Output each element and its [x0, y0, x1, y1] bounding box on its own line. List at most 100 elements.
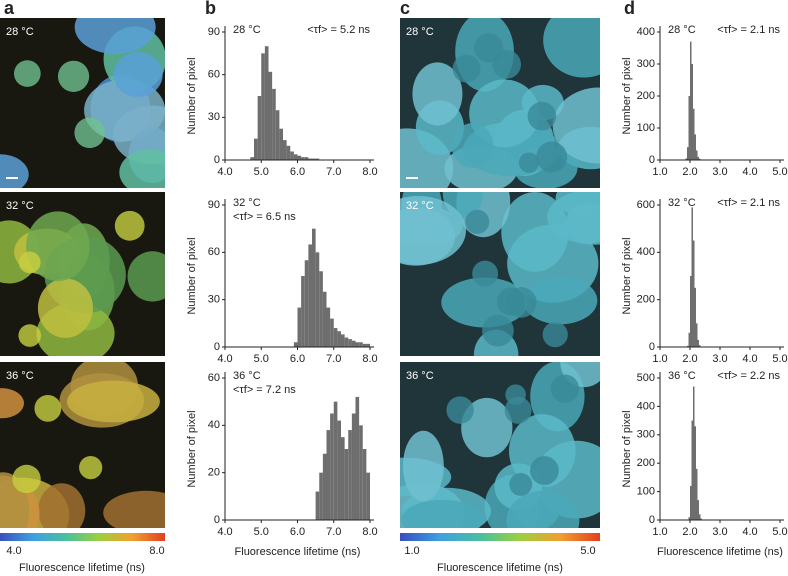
bar	[699, 514, 701, 520]
nucleus	[34, 394, 62, 422]
bar	[687, 345, 689, 347]
y-axis-label: Number of pixel	[186, 57, 198, 134]
y-tick-label: 400	[637, 246, 655, 258]
x-tick-label: 5.0	[254, 526, 269, 538]
bar	[315, 158, 320, 160]
bar	[696, 323, 698, 347]
bar	[293, 342, 298, 347]
y-tick-label: 0	[214, 154, 220, 166]
x-tick-label: 4.0	[742, 353, 757, 365]
nucleus	[74, 117, 105, 149]
micrograph	[0, 192, 165, 356]
cell	[506, 490, 580, 528]
y-tick-label: 200	[637, 90, 655, 102]
annotation: <τf> = 2.2 ns	[717, 370, 780, 382]
nucleus	[472, 260, 499, 287]
micrograph	[400, 362, 600, 528]
bar	[279, 128, 283, 160]
cell	[127, 251, 165, 302]
annotation: <τf> = 6.5 ns	[233, 211, 296, 223]
y-tick-label: 100	[637, 486, 655, 498]
y-tick-label: 60	[208, 246, 220, 258]
image-label: 28 °C	[6, 26, 34, 38]
bar	[319, 472, 323, 520]
panel-label: c	[400, 0, 410, 18]
bar	[264, 46, 269, 160]
panel-label: b	[205, 0, 216, 18]
bar	[304, 157, 309, 160]
nucleus	[505, 287, 537, 318]
chart-title: 36 °C	[233, 370, 261, 382]
colorbar-tick-label: 1.0	[404, 545, 419, 557]
annotation: <τf> = 2.1 ns	[717, 197, 780, 209]
x-tick-label: 4.0	[217, 526, 232, 538]
nucleus	[542, 321, 568, 348]
chart-title: 28 °C	[233, 24, 261, 36]
bar	[694, 134, 696, 160]
bar	[272, 88, 276, 160]
x-tick-label: 5.0	[772, 353, 787, 365]
y-tick-label: 400	[637, 26, 655, 38]
bar	[275, 110, 280, 160]
x-tick-label: 3.0	[712, 353, 727, 365]
bar	[697, 339, 699, 347]
bar	[699, 345, 701, 347]
chart-title: 32 °C	[668, 197, 696, 209]
cell	[401, 499, 484, 528]
bar	[366, 343, 370, 347]
nucleus	[452, 54, 481, 83]
cell	[451, 123, 494, 169]
nucleus	[13, 60, 41, 87]
bar	[333, 401, 338, 520]
colorbar	[400, 533, 600, 541]
y-tick-label: 90	[208, 26, 220, 38]
bar	[691, 207, 693, 347]
x-tick-label: 6.0	[290, 166, 305, 178]
bar	[688, 517, 690, 520]
y-tick-label: 0	[214, 514, 220, 526]
nucleus	[509, 472, 533, 496]
bar	[315, 252, 320, 347]
bar	[330, 413, 334, 520]
y-tick-label: 200	[637, 457, 655, 469]
bar	[700, 518, 702, 520]
x-tick-label: 1.0	[652, 526, 667, 538]
bar	[691, 420, 693, 520]
bar	[286, 145, 291, 160]
y-tick-label: 600	[637, 199, 655, 211]
bar	[308, 158, 312, 160]
y-tick-label: 90	[208, 199, 220, 211]
y-tick-label: 0	[649, 514, 655, 526]
bar	[290, 151, 294, 160]
x-axis-label: Fluorescence lifetime (ns)	[657, 546, 783, 558]
bar	[326, 307, 331, 347]
bar	[690, 276, 692, 347]
cell	[0, 388, 25, 419]
bar	[312, 158, 316, 160]
colorbar-label: Fluorescence lifetime (ns)	[19, 562, 145, 574]
bar	[315, 491, 320, 520]
bar	[326, 430, 331, 520]
bar	[341, 334, 345, 347]
bar	[283, 140, 287, 160]
image-label: 28 °C	[406, 26, 434, 38]
bar	[261, 53, 265, 161]
y-axis-label: Number of pixel	[621, 410, 633, 487]
x-tick-label: 2.0	[682, 526, 697, 538]
cell	[74, 18, 156, 54]
y-tick-label: 0	[649, 341, 655, 353]
colorbar	[0, 533, 165, 541]
x-tick-label: 8.0	[362, 353, 377, 365]
cell	[119, 149, 165, 188]
y-tick-label: 60	[208, 372, 220, 384]
bar	[697, 156, 699, 160]
x-tick-label: 4.0	[742, 166, 757, 178]
image-label: 36 °C	[406, 370, 434, 382]
x-tick-label: 5.0	[772, 526, 787, 538]
y-tick-label: 30	[208, 294, 220, 306]
bar	[697, 500, 699, 520]
cell	[523, 276, 598, 325]
bar	[344, 337, 349, 347]
cell	[103, 490, 165, 528]
y-tick-label: 200	[637, 294, 655, 306]
